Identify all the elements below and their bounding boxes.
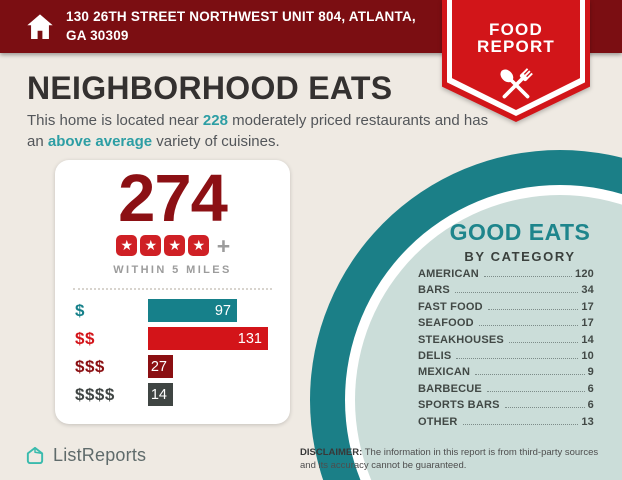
category-row: SPORTS BARS 6 bbox=[418, 399, 594, 415]
bar-value: 27 bbox=[150, 358, 167, 375]
page-title: NEIGHBORHOOD EATS bbox=[27, 70, 393, 106]
star-icon: ★ bbox=[116, 235, 138, 256]
category-value: 10 bbox=[581, 349, 594, 362]
category-value: 6 bbox=[587, 382, 594, 395]
category-value: 17 bbox=[581, 317, 594, 330]
price-bar-chart: $97 $$ 131 $$$ 27 $$$$ 14 bbox=[75, 299, 270, 406]
total-restaurants: 274 bbox=[118, 161, 228, 236]
intro-text-2: moderately priced restaurants and has an bbox=[27, 112, 489, 151]
dotted-leader bbox=[487, 308, 579, 310]
property-address: 130 26TH STREET NORTHWEST UNIT 804, ATLA… bbox=[66, 9, 416, 43]
category-label: OTHER bbox=[418, 415, 458, 428]
category-label: SEAFOOD bbox=[418, 317, 474, 330]
price-tier-label: $$$ bbox=[75, 356, 105, 376]
category-value: 34 bbox=[581, 284, 594, 297]
category-value: 6 bbox=[587, 399, 594, 412]
restaurant-count: 228 bbox=[202, 112, 228, 129]
category-label: BARS bbox=[418, 284, 450, 297]
bar-value: 97 bbox=[214, 302, 231, 319]
category-label: AMERICAN bbox=[418, 268, 479, 280]
listreports-house-icon bbox=[26, 446, 44, 465]
bar: 97 bbox=[148, 299, 237, 322]
disclaimer-text: The information in this report is from t… bbox=[300, 447, 599, 471]
category-label: SPORTS BARS bbox=[418, 399, 500, 412]
bar: 131 bbox=[148, 327, 268, 350]
bar-row: $$$$ 14 bbox=[75, 383, 270, 406]
brand-name: ListReports bbox=[53, 444, 147, 465]
category-label: MEXICAN bbox=[418, 366, 471, 379]
dotted-leader bbox=[475, 374, 585, 376]
badge-title-food: FOOD bbox=[489, 20, 543, 39]
category-value: 120 bbox=[575, 268, 594, 280]
category-row: AMERICAN 120 bbox=[418, 268, 594, 284]
category-label: BARBECUE bbox=[418, 382, 482, 395]
bar-row: $97 bbox=[75, 299, 270, 322]
dotted-leader bbox=[456, 357, 579, 359]
dotted-leader bbox=[454, 292, 579, 294]
bar-track: 97 bbox=[148, 299, 268, 322]
bar-value: 131 bbox=[237, 330, 262, 347]
dotted-divider bbox=[73, 288, 272, 290]
radius-caption: WITHIN 5 MILES bbox=[113, 264, 232, 276]
price-tier-label: $ bbox=[75, 300, 85, 320]
category-label: STEAKHOUSES bbox=[418, 333, 504, 346]
food-report-ribbon: FOOD REPORT bbox=[442, 0, 590, 122]
bar-track: 27 bbox=[148, 355, 268, 378]
category-list: AMERICAN 120 BARS 34 FAST FOOD 17 SEAFOOD 17 STE… bbox=[418, 268, 594, 432]
price-tier-label: $$$$ bbox=[75, 384, 115, 404]
intro-text-3: variety of cuisines. bbox=[152, 133, 280, 151]
category-value: 14 bbox=[581, 333, 594, 346]
star-icon: ★ bbox=[140, 235, 162, 256]
bar: 14 bbox=[148, 383, 173, 406]
star-icon: ★ bbox=[164, 235, 186, 256]
spoon-fork-icon bbox=[500, 68, 533, 99]
good-eats-header: GOOD EATS BY CATEGORY bbox=[415, 219, 622, 264]
dotted-leader bbox=[486, 390, 585, 392]
category-label: DELIS bbox=[418, 349, 452, 362]
dotted-leader bbox=[462, 423, 579, 425]
variety-highlight: above average bbox=[47, 133, 153, 151]
bar-row: $$ 131 bbox=[75, 327, 270, 350]
intro-text-1: This home is located near bbox=[27, 112, 203, 129]
category-row: MEXICAN 9 bbox=[418, 366, 594, 382]
category-row: SEAFOOD 17 bbox=[418, 317, 594, 333]
category-row: DELIS 10 bbox=[418, 350, 594, 366]
bar: 27 bbox=[148, 355, 173, 378]
good-eats-subtitle: BY CATEGORY bbox=[464, 249, 576, 264]
dotted-leader bbox=[504, 407, 585, 409]
category-row: FAST FOOD 17 bbox=[418, 301, 594, 317]
bar-value: 14 bbox=[150, 386, 167, 403]
bar-track: 131 bbox=[148, 327, 268, 350]
bar-row: $$$ 27 bbox=[75, 355, 270, 378]
star-rating: ★ ★ ★ ★ + bbox=[55, 232, 290, 259]
bar-track: 14 bbox=[148, 383, 268, 406]
good-eats-title: GOOD EATS bbox=[449, 219, 591, 245]
listreports-logo: ListReports bbox=[24, 444, 146, 466]
category-row: BARS 34 bbox=[418, 284, 594, 300]
home-icon bbox=[27, 13, 53, 39]
category-row: OTHER 13 bbox=[418, 416, 594, 432]
plus-sign: + bbox=[216, 232, 231, 259]
restaurant-summary-card: 274 ★ ★ ★ ★ + WITHIN 5 MILES $97 $$ 131 $$$ 27 $… bbox=[55, 160, 290, 424]
category-value: 9 bbox=[587, 366, 594, 379]
disclaimer: DISCLAIMER: The information in this repo… bbox=[300, 447, 600, 473]
category-row: STEAKHOUSES 14 bbox=[418, 334, 594, 350]
category-row: BARBECUE 6 bbox=[418, 383, 594, 399]
star-icon: ★ bbox=[188, 235, 210, 256]
dotted-leader bbox=[508, 341, 579, 343]
intro-text: This home is located near 228 moderately… bbox=[27, 110, 489, 153]
disclaimer-label: DISCLAIMER: bbox=[300, 447, 363, 458]
category-label: FAST FOOD bbox=[418, 300, 483, 313]
dotted-leader bbox=[483, 276, 573, 277]
dotted-leader bbox=[478, 325, 579, 327]
category-value: 13 bbox=[581, 415, 594, 428]
badge-title-report: REPORT bbox=[476, 37, 556, 56]
price-tier-label: $$ bbox=[75, 328, 95, 348]
category-value: 17 bbox=[581, 300, 594, 313]
